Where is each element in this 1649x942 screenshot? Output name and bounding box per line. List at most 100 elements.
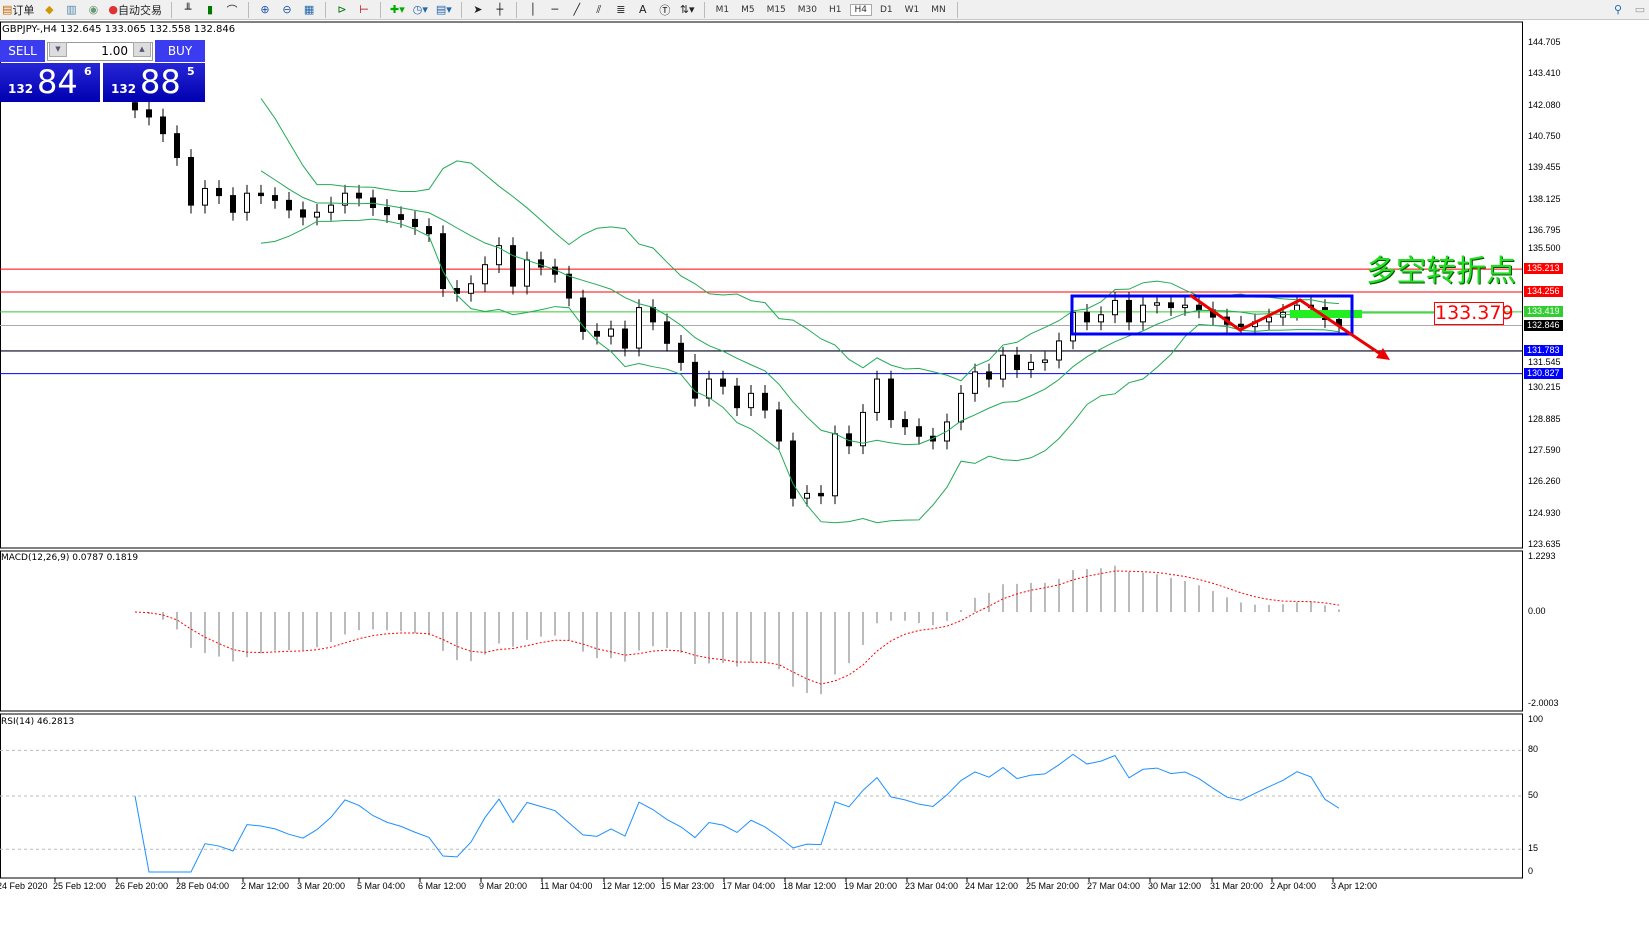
candle-body: [818, 492, 824, 497]
price-axis-label: 126.260: [1528, 476, 1561, 487]
candle-body: [664, 321, 670, 344]
candle-body: [132, 102, 138, 111]
period-w1[interactable]: W1: [904, 4, 920, 15]
chart-area[interactable]: [0, 21, 1649, 901]
candle-body: [1154, 302, 1160, 306]
candle-body: [356, 192, 362, 199]
new-order-button[interactable]: ▤ 订单: [2, 3, 35, 17]
candle-body: [1000, 354, 1006, 380]
fibo-fan-icon[interactable]: ⫽: [596, 2, 602, 16]
price-axis-label: 124.930: [1528, 508, 1561, 519]
candle-body: [174, 133, 180, 158]
candle-body: [1238, 323, 1244, 328]
time-axis-label: 25 Mar 20:00: [1026, 881, 1080, 891]
lot-size-input[interactable]: 1.00: [47, 42, 153, 61]
auto-trading-button[interactable]: ● 自动交易: [108, 3, 163, 17]
horizontal-line-icon[interactable]: ─: [551, 3, 559, 16]
period-h4[interactable]: H4: [849, 3, 872, 16]
buy-button[interactable]: BUY: [155, 40, 205, 62]
symbol-info: GBPJPY-,H4 132.645 133.065 132.558 132.8…: [2, 24, 236, 35]
candle-body: [692, 361, 698, 399]
lot-decrease-icon[interactable]: ▼: [49, 42, 67, 57]
candle-body: [580, 297, 586, 332]
candle-body: [874, 378, 880, 413]
rsi-axis-label: 100: [1528, 714, 1544, 724]
buy-quote[interactable]: 132 88 5: [103, 63, 205, 102]
text-label-icon[interactable]: Ⓣ: [659, 3, 671, 17]
arrows-icon[interactable]: ⇅▾: [679, 3, 695, 16]
period-m30[interactable]: M30: [797, 4, 817, 15]
price-label-box: 133.379: [1434, 302, 1514, 325]
candle-body: [608, 328, 614, 337]
auto-scroll-icon[interactable]: ⊳: [337, 3, 347, 16]
macd-axis-label: 1.2293: [1528, 551, 1556, 561]
indicators-icon[interactable]: ✚▾: [390, 3, 405, 16]
tile-windows-icon[interactable]: ▦: [303, 3, 315, 16]
trendline-icon[interactable]: ╱: [573, 3, 581, 16]
sell-quote[interactable]: 132 84 6: [0, 63, 100, 102]
period-d1[interactable]: D1: [880, 4, 893, 15]
candle-body: [1098, 314, 1104, 323]
candle-body: [1042, 359, 1048, 363]
candle-body: [216, 187, 222, 197]
candle-body: [678, 342, 684, 363]
candle-body: [762, 392, 768, 411]
candle-body: [734, 385, 740, 409]
history-icon[interactable]: ◆: [45, 3, 54, 16]
period-m1[interactable]: M1: [715, 4, 730, 15]
search-icon[interactable]: ⚲: [1613, 3, 1623, 16]
candle-body: [776, 409, 782, 442]
candle-body: [426, 226, 432, 235]
period-mn[interactable]: MN: [931, 4, 946, 15]
price-axis-label: 128.885: [1528, 413, 1561, 424]
period-h1[interactable]: H1: [829, 4, 842, 15]
cursor-icon[interactable]: ➤: [473, 3, 483, 16]
bar-chart-icon[interactable]: ╨: [184, 3, 192, 16]
rsi-axis-label: 50: [1528, 790, 1539, 800]
new-order-icon: ▤: [2, 3, 13, 16]
fibo-retracement-icon[interactable]: ≣: [616, 3, 626, 16]
vertical-line-icon[interactable]: │: [529, 3, 537, 16]
chart-shift-icon[interactable]: ⊢: [359, 3, 369, 16]
line-chart-icon[interactable]: ⌒: [226, 3, 238, 17]
macd-axis-label: 0.00: [1528, 606, 1546, 616]
lot-increase-icon[interactable]: ▲: [133, 42, 151, 57]
price-axis-label: 140.750: [1528, 131, 1561, 142]
candle-body: [972, 371, 978, 394]
candle-body: [146, 109, 152, 118]
meta-editor-icon[interactable]: ▥: [66, 3, 77, 16]
zoom-out-icon[interactable]: ⊖: [282, 3, 292, 16]
time-axis-label: 27 Mar 04:00: [1087, 881, 1141, 891]
sell-button[interactable]: SELL: [0, 40, 45, 62]
templates-icon[interactable]: ▤▾: [435, 3, 452, 16]
zoom-in-icon[interactable]: ⊕: [260, 3, 270, 16]
candle-body: [328, 204, 334, 213]
candle-body: [1014, 354, 1020, 371]
candle-body: [650, 307, 656, 323]
candle-body: [538, 259, 544, 268]
candle-body: [622, 328, 628, 349]
signal-icon[interactable]: ◉: [88, 3, 99, 16]
candle-body: [398, 214, 404, 220]
candle-body: [1056, 340, 1062, 361]
time-axis-label: 12 Mar 12:00: [602, 881, 656, 891]
time-axis-label: 23 Mar 04:00: [905, 881, 959, 891]
period-m5[interactable]: M5: [741, 4, 755, 15]
level-price-tag: 132.846: [1524, 319, 1563, 331]
periods-icon[interactable]: ◷▾: [412, 3, 428, 16]
candle-body: [748, 392, 754, 409]
text-icon[interactable]: A: [639, 3, 647, 16]
candle-body: [202, 187, 208, 206]
crosshair-icon[interactable]: ┼: [496, 3, 504, 16]
rsi-axis-label: 0: [1528, 866, 1534, 876]
candle-body: [1168, 302, 1174, 309]
period-m15[interactable]: M15: [766, 4, 786, 15]
candle-body: [790, 440, 796, 499]
candlestick-icon[interactable]: ▮: [206, 3, 214, 16]
time-axis-label: 30 Mar 12:00: [1148, 881, 1202, 891]
macd-label: MACD(12,26,9) 0.0787 0.1819: [1, 553, 139, 563]
rsi-label: RSI(14) 46.2813: [1, 717, 75, 727]
chat-icon[interactable]: ▭: [1634, 3, 1646, 16]
macd-signal-line: [134, 570, 1340, 685]
candle-body: [384, 207, 390, 216]
